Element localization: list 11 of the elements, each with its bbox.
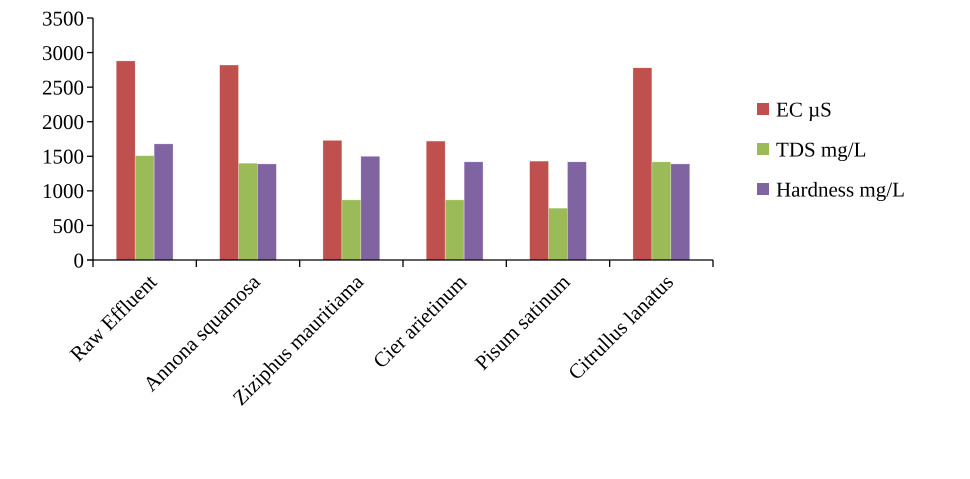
y-tick-label: 0 [74,248,84,272]
y-tick-label: 3000 [42,40,84,65]
y-tick-label: 1500 [42,144,84,169]
y-tick-label: 1000 [42,179,84,204]
y-tick-label: 500 [52,214,84,238]
y-tick-label: 3500 [42,6,84,30]
legend-label: EC µS [776,97,832,122]
y-tick-label: 2000 [42,110,84,134]
y-tick-label: 2500 [42,75,84,100]
legend-label: TDS mg/L [776,137,866,162]
legend-label: Hardness mg/L [776,177,905,202]
